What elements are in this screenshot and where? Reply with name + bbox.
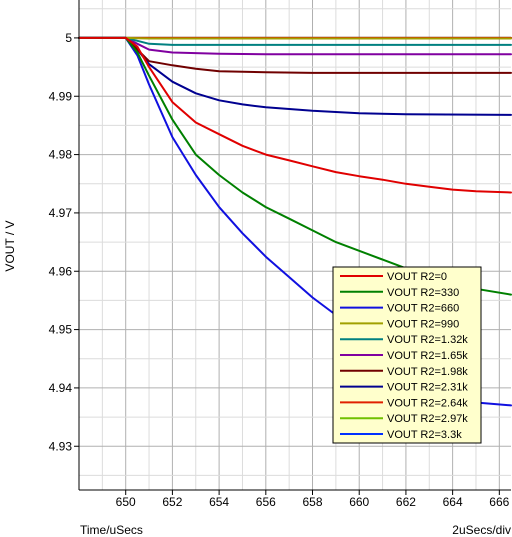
series-line	[78, 36, 512, 40]
x-tick-label: 660	[349, 495, 369, 509]
legend-label: VOUT R2=2.31k	[387, 382, 468, 394]
legend-label: VOUT R2=990	[387, 318, 459, 330]
legend-label: VOUT R2=330	[387, 287, 459, 299]
x-tick-label: 650	[116, 495, 136, 509]
x-tick-label: 656	[256, 495, 276, 509]
legend-label: VOUT R2=2.64k	[387, 397, 468, 409]
legend-label: VOUT R2=1.32k	[387, 334, 468, 346]
axes-layer	[78, 0, 511, 491]
y-tick-label: 4.94	[49, 381, 73, 395]
y-tick-label: 4.96	[49, 264, 73, 278]
tick-labels-layer: 650 652 654 656 658 660 662 664 666 4.93 4.94 4.95 4…	[49, 31, 510, 509]
x-tick-label: 664	[443, 495, 463, 509]
y-axis-label: VOUT / V	[3, 220, 17, 271]
x-tick-label: 654	[209, 495, 229, 509]
legend-label: VOUT R2=1.65k	[387, 350, 468, 362]
legend-label: VOUT R2=3.3k	[387, 429, 462, 441]
legend-items: VOUT R2=0 VOUT R2=330 VOUT R2=660 VOUT R2=9…	[340, 271, 468, 441]
y-tick-label: 4.98	[49, 148, 73, 162]
x-tick-label: 666	[489, 495, 509, 509]
legend-label: VOUT R2=1.98k	[387, 366, 468, 378]
legend-label: VOUT R2=2.97k	[387, 413, 468, 425]
series-line	[78, 36, 512, 194]
y-tick-label: 4.99	[49, 89, 73, 103]
y-tick-label: 5	[65, 31, 72, 45]
x-tick-label: 652	[162, 495, 182, 509]
x-axis-label: Time/uSecs	[80, 523, 143, 537]
x-scale-label: 2uSecs/div	[452, 523, 511, 537]
y-tick-label: 4.93	[49, 439, 73, 453]
legend-label: VOUT R2=0	[387, 271, 447, 283]
y-tick-label: 4.95	[49, 323, 73, 337]
legend-label: VOUT R2=660	[387, 303, 459, 315]
x-tick-label: 662	[396, 495, 416, 509]
x-tick-label: 658	[302, 495, 322, 509]
y-tick-label: 4.97	[49, 206, 73, 220]
legend: VOUT R2=0 VOUT R2=330 VOUT R2=660 VOUT R2=9…	[332, 266, 482, 444]
